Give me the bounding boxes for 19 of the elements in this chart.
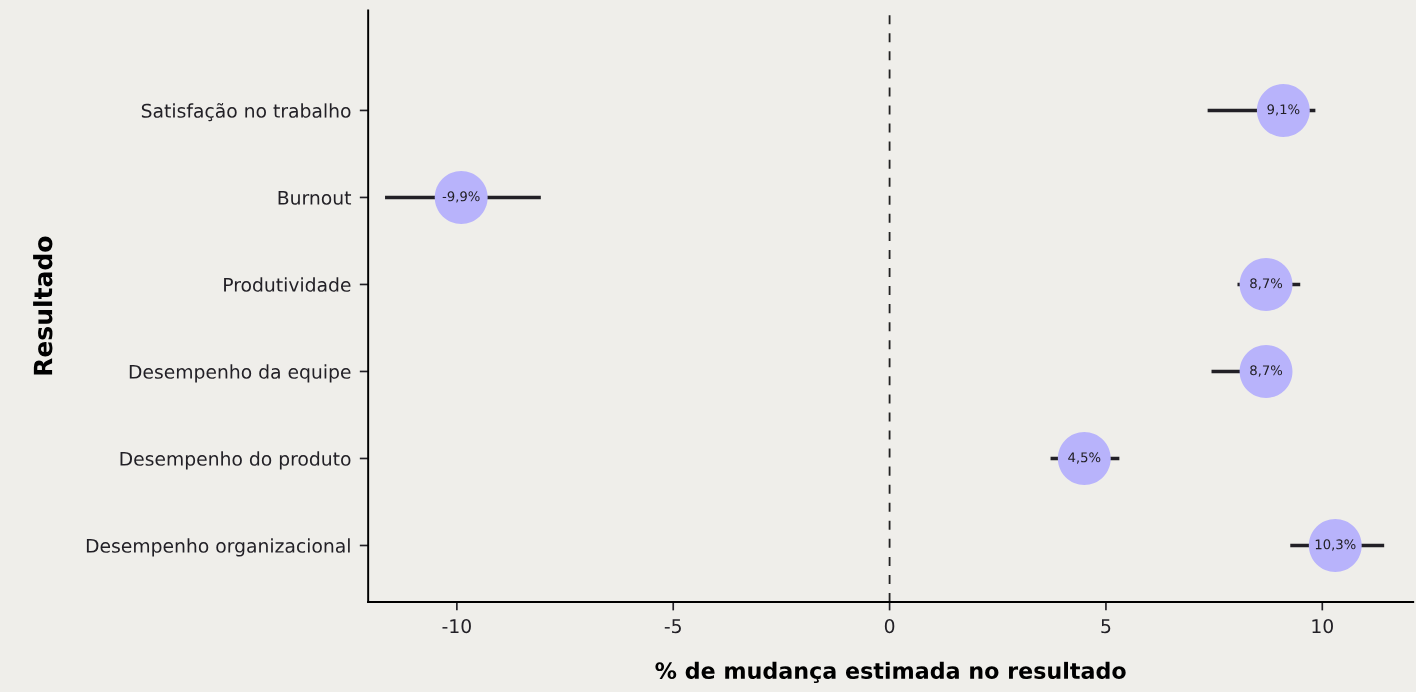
data-label: 8,7% [1250,365,1283,377]
data-label: 4,5% [1068,452,1101,464]
x-tick-label: 0 [884,619,895,634]
x-tick-label: 10 [1312,619,1333,634]
data-label: 9,1% [1267,104,1300,116]
x-axis-title: % de mudança estimada no resultado [655,661,1126,684]
y-tick-label: Produtividade [224,277,351,292]
x-tick-label: 5 [1101,619,1111,634]
data-label: 10,3% [1315,539,1356,551]
y-tick-label: Desempenho organizacional [86,538,350,557]
x-tick-label: -5 [664,619,681,634]
y-tick-label: Desempenho da equipe [129,364,351,383]
y-tick-label: Satisfação no trabalho [141,103,351,122]
data-label: 8,7% [1250,278,1283,290]
y-axis-title: Resultado [33,236,53,375]
y-tick-label: Burnout [278,190,352,205]
x-tick-label: -10 [442,619,471,634]
y-tick-label: Desempenho do produto [120,451,351,470]
data-label: -9,9% [442,191,480,203]
